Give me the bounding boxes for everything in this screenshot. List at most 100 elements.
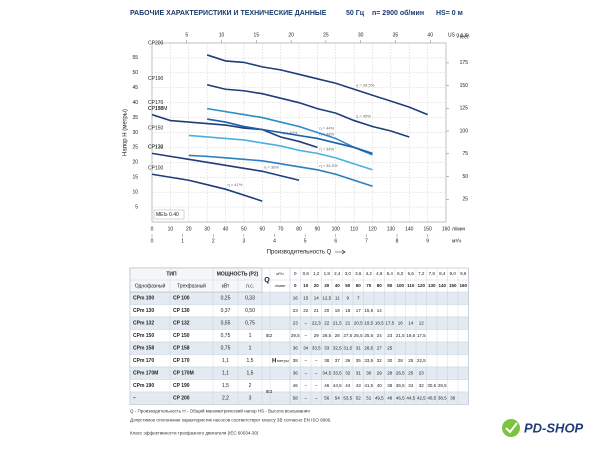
table-text: 80 (377, 283, 383, 288)
table-text: 0,55 (221, 321, 231, 327)
x2-tick-label: 5 (185, 32, 188, 38)
table-text: – (304, 383, 307, 388)
table-text: 30 (324, 283, 330, 288)
x-axis-arrow (335, 249, 346, 255)
efficiency-label: η = 44% (319, 126, 334, 131)
table-text: 36 (345, 358, 351, 363)
table-text: 37 (335, 358, 341, 363)
table-text: 26,5 (354, 333, 363, 338)
table-text: 44,5 (406, 395, 415, 400)
curve (151, 173, 263, 202)
table-text: 33,5 (333, 370, 342, 375)
table-text: 32 (377, 358, 383, 363)
table-text: 53,5 (343, 395, 352, 400)
efficiency-label: η = 45% (356, 114, 371, 119)
logo-icon (502, 419, 520, 437)
frequency: 50 Гц (346, 10, 365, 17)
table-text: 60 (356, 283, 362, 288)
table-text: – (315, 370, 318, 375)
efficiency-label: η = 38% (264, 164, 279, 169)
y-tick-label: 35 (132, 115, 138, 121)
suction: HS= 0 м (436, 10, 463, 17)
table-text: 20,5 (354, 320, 363, 325)
table-text: 38,5 (438, 395, 447, 400)
table-text: 7 (357, 295, 360, 300)
x3-tick-label: 1 (181, 238, 184, 244)
table-text: 34 (303, 345, 309, 350)
x-tick-label: 30 (204, 226, 210, 232)
efficiency-label: η = 41% (228, 182, 243, 187)
table-text: CPm 158 (133, 346, 154, 352)
y2-tick-label: 75 (462, 151, 468, 157)
table-text: 25 (408, 370, 414, 375)
table-text: МОЩНОСТЬ (P2) (217, 271, 259, 277)
table-text: 41,5 (364, 383, 373, 388)
table-text: 36 (293, 370, 299, 375)
table-text: 29,5 (291, 333, 300, 338)
table-text: 1,5 (222, 383, 229, 389)
x3-tick-label: 2 (212, 238, 215, 244)
efficiency-label: η = 48% (319, 132, 334, 137)
table-text: 6,6 (408, 271, 415, 276)
table-text: 110 (407, 283, 415, 288)
table-text: IE3 (266, 389, 273, 394)
table-text: 2,4 (334, 271, 341, 276)
x-tick-label: 0 (151, 226, 154, 232)
table-text: – (304, 395, 307, 400)
table-text: 23 (293, 320, 299, 325)
curve-label: CP132 (148, 145, 164, 151)
table-text: CPm 150 (133, 333, 154, 339)
table-text: 26,5 (396, 370, 405, 375)
table-text: 46,5 (396, 395, 405, 400)
table-text: 54 (335, 395, 341, 400)
x-tick-label: 130 (387, 226, 396, 232)
table-text: 7,8 (429, 271, 436, 276)
table-text: – (315, 358, 318, 363)
table-text: 49,5 (375, 395, 384, 400)
annotation: MEI≥ 0.40 (156, 212, 179, 218)
x3-tick-label: 6 (334, 238, 337, 244)
table-text: 29 (314, 333, 320, 338)
x-unit: л/мин (452, 226, 466, 232)
table-text: 100 (396, 283, 404, 288)
table-text: 38 (324, 358, 330, 363)
table-text: – (315, 395, 318, 400)
table-text: CP 150 (173, 333, 190, 339)
table-text: 36,5 (396, 383, 405, 388)
table-text: 44 (345, 383, 351, 388)
x-tick-label: 40 (223, 226, 229, 232)
curve-label: CP170M (148, 106, 167, 112)
y2-axis-label: feet (460, 34, 469, 40)
table-text: 32,5 (333, 345, 342, 350)
table-text: 4,8 (376, 271, 383, 276)
table-text: 16 (293, 295, 299, 300)
curve (206, 83, 410, 138)
table-text: 56 (324, 395, 330, 400)
curve-label: CP170 (148, 100, 164, 106)
table-text: CP 132 (173, 321, 190, 327)
table-text: 21,5 (396, 333, 405, 338)
table-text: 1 (249, 333, 252, 339)
table-text: 11 (335, 295, 340, 300)
table-text: 0,75 (221, 346, 231, 352)
table-text: 25,5 (364, 333, 373, 338)
table-text: м³/ч (276, 271, 283, 276)
table-text: 0,33 (245, 296, 255, 302)
table-text: 0 (294, 271, 297, 276)
x-tick-label: 20 (186, 226, 192, 232)
curve (188, 134, 373, 171)
table-text: 18,5 (375, 320, 384, 325)
table-text: 14 (314, 295, 320, 300)
curve (206, 118, 373, 155)
table-text: 25 (408, 358, 414, 363)
table-text: CPm 132 (133, 321, 154, 327)
table-text: 44,5 (333, 383, 342, 388)
table-text: 15,5 (364, 308, 373, 313)
table-text: 0 (294, 283, 297, 288)
table-text: 48 (387, 395, 393, 400)
table-text: CPm 100 (133, 296, 154, 302)
x-tick-label: 60 (259, 226, 265, 232)
table-text: 17,5 (417, 333, 426, 338)
table-text: 34,5 (322, 370, 331, 375)
y-tick-label: 10 (132, 189, 138, 195)
